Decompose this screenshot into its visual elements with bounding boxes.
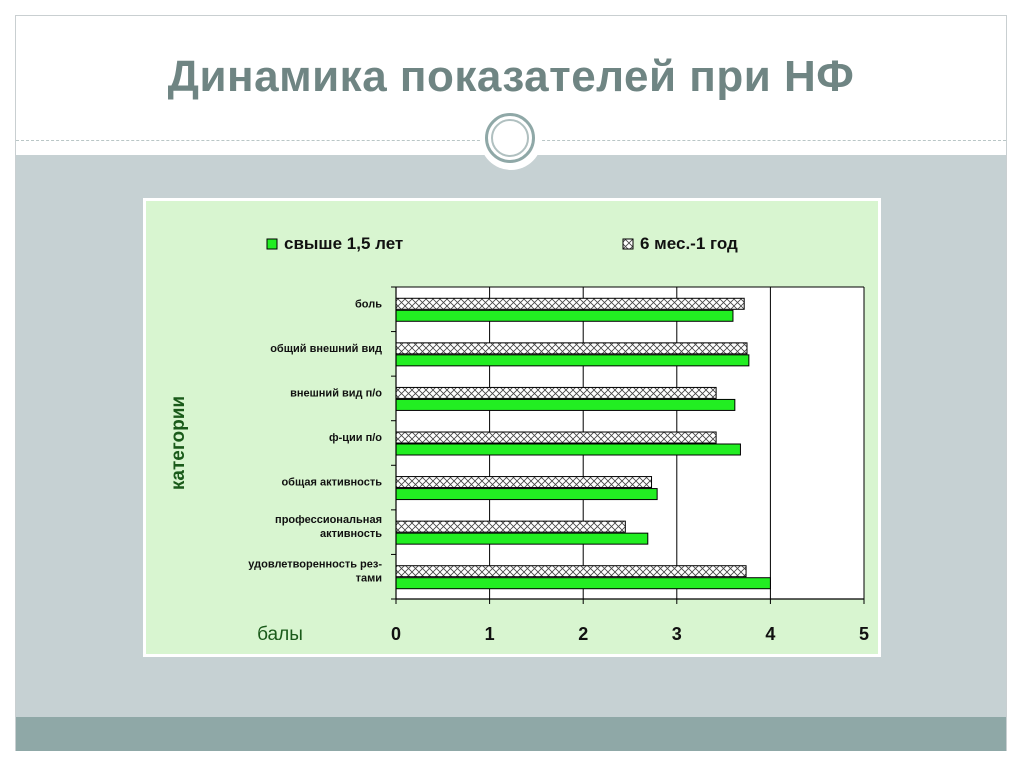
bar-4-series-2: [395, 431, 717, 444]
legend-item-series-2-label[interactable]: 6 мес.-1 год: [640, 234, 738, 253]
bar-4-series-1: [395, 443, 741, 456]
bar-3-series-2: [395, 386, 717, 399]
legend-item-series-2-swatch: [622, 238, 634, 250]
category-labels: боль общий внешний вид внешний вид п/о ф-ци…: [248, 298, 382, 584]
legend[interactable]: свыше 1,5 лет 6 мес.-1 год: [266, 234, 738, 253]
category-label: боль: [355, 298, 382, 310]
bar-5-series-2: [395, 476, 653, 489]
x-axis-label: балы: [257, 624, 303, 645]
category-label: профессиональная: [275, 514, 382, 526]
bar-3-series-1: [395, 398, 736, 411]
x-tick-label: 0: [391, 624, 401, 644]
bar-2-series-2: [395, 342, 748, 355]
legend-item-series-1-label[interactable]: свыше 1,5 лет: [284, 234, 403, 253]
ring-decoration-core: [491, 119, 529, 157]
category-label: общая активность: [281, 477, 382, 489]
slide-title: Динамика показателей при НФ: [167, 52, 855, 101]
footer-band: [16, 717, 1006, 751]
bar-chart: боль общий внешний вид внешний вид п/о ф-ци…: [168, 234, 869, 645]
category-label: общий внешний вид: [270, 343, 382, 355]
category-label: ф-ции п/о: [329, 432, 382, 444]
x-tick-label: 1: [485, 624, 495, 644]
bar-6-series-1: [395, 532, 649, 545]
bars: [395, 297, 771, 590]
x-tick-label: 4: [765, 624, 775, 644]
x-tick-label: 5: [859, 624, 869, 644]
category-label: активность: [320, 528, 382, 540]
category-label: внешний вид п/о: [290, 387, 382, 399]
bar-7-series-2: [395, 565, 747, 578]
bar-2-series-1: [395, 354, 750, 367]
bar-7-series-1: [395, 577, 771, 590]
bar-1-series-1: [395, 309, 734, 322]
bar-1-series-2: [395, 297, 745, 310]
bar-5-series-1: [395, 488, 658, 501]
y-axis-label: категории: [168, 396, 189, 490]
category-label: тами: [356, 573, 382, 585]
x-tick-label: 2: [578, 624, 588, 644]
bar-6-series-2: [395, 520, 626, 533]
x-tick-label: 3: [672, 624, 682, 644]
axes: [391, 286, 865, 604]
legend-item-series-1-swatch: [266, 238, 278, 250]
category-label: удовлетворенность рез-: [248, 559, 382, 571]
x-tick-labels: 0 1 2 3 4 5: [391, 624, 869, 644]
chart-panel: боль общий внешний вид внешний вид п/о ф-ци…: [143, 198, 881, 657]
